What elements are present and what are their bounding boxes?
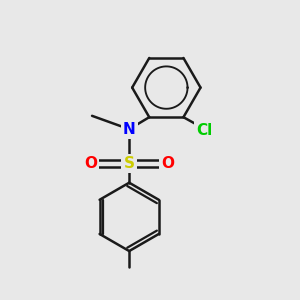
Text: N: N — [123, 122, 136, 137]
Text: O: O — [84, 156, 97, 171]
Text: Cl: Cl — [196, 123, 212, 138]
Text: O: O — [161, 156, 174, 171]
Text: S: S — [124, 156, 135, 171]
